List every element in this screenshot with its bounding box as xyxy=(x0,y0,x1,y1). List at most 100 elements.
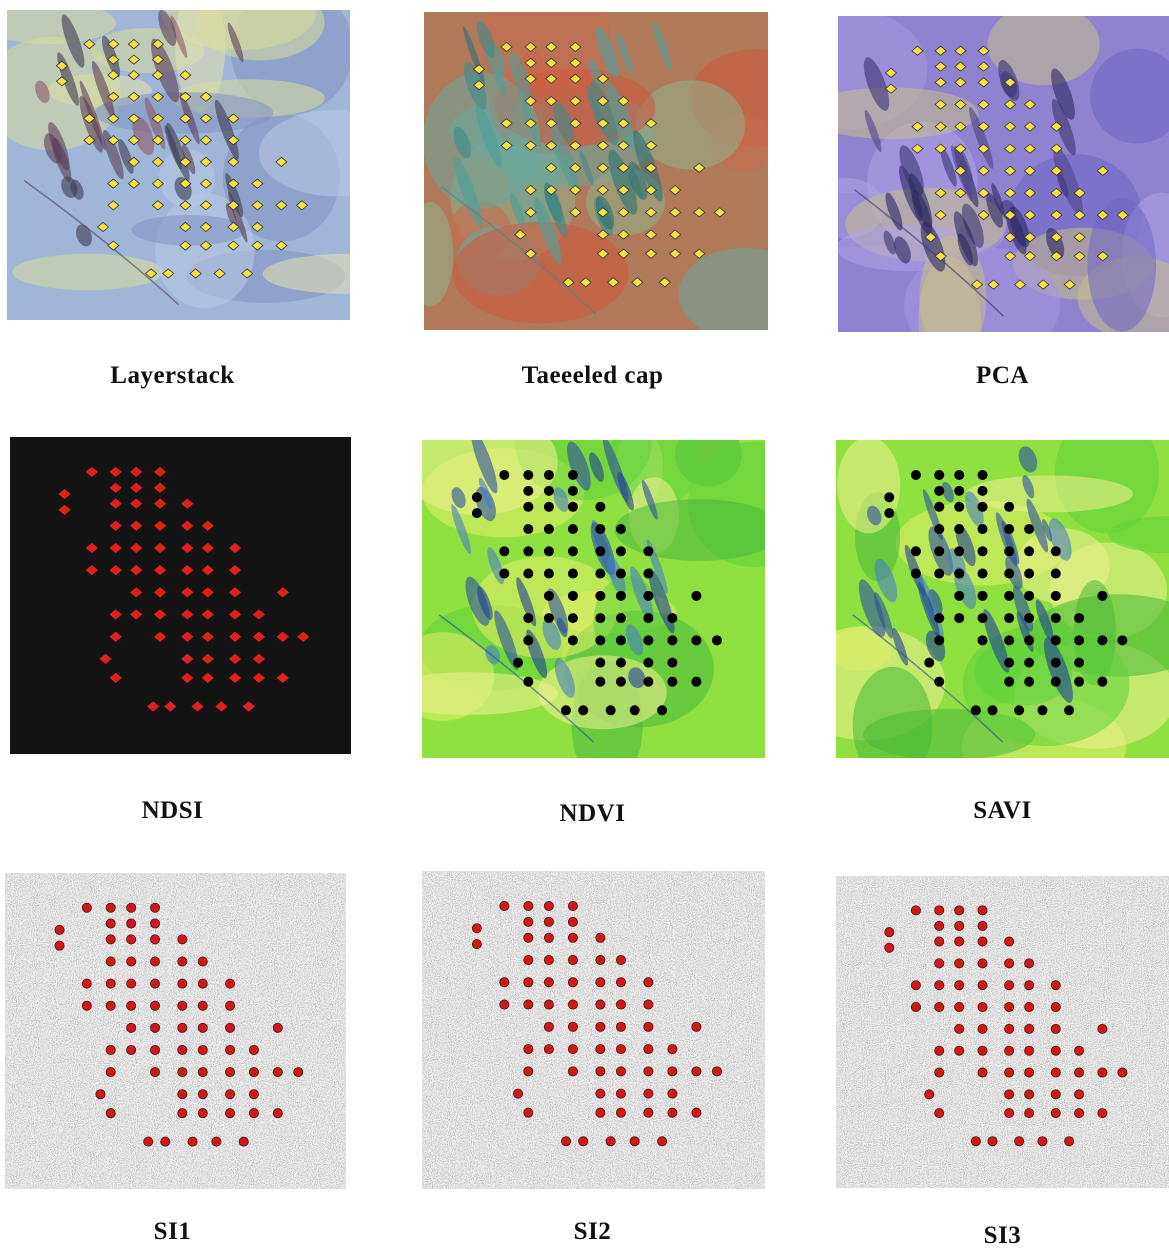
sample-point xyxy=(150,978,161,989)
sample-point xyxy=(199,113,213,124)
sample-point xyxy=(954,121,967,132)
sample-point xyxy=(615,568,626,579)
sample-point xyxy=(545,41,558,53)
sample-point xyxy=(934,905,945,916)
sample-point xyxy=(567,999,578,1010)
sample-point xyxy=(272,1022,283,1033)
sample-point xyxy=(107,240,120,251)
sample-point xyxy=(567,955,578,966)
sample-point xyxy=(150,1044,161,1055)
sample-point xyxy=(130,482,143,493)
sample-point xyxy=(954,905,965,916)
sample-point xyxy=(713,207,726,218)
sample-point xyxy=(1024,980,1035,991)
sample-point xyxy=(643,999,654,1010)
sample-point xyxy=(617,248,630,259)
sample-point xyxy=(500,118,513,129)
sample-point xyxy=(177,1067,188,1078)
sample-point xyxy=(977,187,990,199)
sample-point xyxy=(99,653,112,665)
sample-point xyxy=(954,568,965,579)
sample-point xyxy=(1024,635,1035,646)
sample-point xyxy=(1014,705,1025,716)
sample-point xyxy=(910,568,921,579)
sample-point xyxy=(911,121,924,132)
savi-image xyxy=(836,440,1169,758)
sample-point xyxy=(150,1022,161,1033)
sample-point xyxy=(499,469,510,480)
sample-point xyxy=(667,1107,678,1118)
sample-point xyxy=(107,69,120,81)
sample-point xyxy=(1024,1023,1035,1034)
sample-point xyxy=(595,932,606,943)
sample-point xyxy=(107,178,120,189)
sample-point xyxy=(954,99,967,110)
sample-point xyxy=(228,542,242,554)
sample-point xyxy=(1004,676,1015,687)
sample-point xyxy=(126,1044,137,1055)
sample-point xyxy=(150,918,161,929)
sample-point xyxy=(500,41,513,53)
sample-point xyxy=(105,1000,116,1011)
sample-point xyxy=(934,485,945,496)
sample-point xyxy=(225,1108,236,1119)
sample-point xyxy=(644,248,658,259)
sample-point xyxy=(934,99,947,110)
sample-point xyxy=(667,676,678,687)
sample-point xyxy=(177,934,188,945)
sample-point xyxy=(472,80,486,91)
sample-point xyxy=(1004,635,1015,646)
sample-point xyxy=(199,240,213,251)
sample-point xyxy=(127,113,141,124)
sample-point xyxy=(543,546,554,557)
sample-point xyxy=(201,542,214,554)
sample-point xyxy=(1003,121,1017,132)
sample-point xyxy=(160,1136,171,1147)
sample-point xyxy=(151,69,165,81)
sample-point xyxy=(1024,657,1035,668)
sample-point xyxy=(81,1000,92,1011)
sample-point xyxy=(977,485,988,496)
sample-point xyxy=(150,1067,161,1078)
ndsi-label: NDSI xyxy=(141,797,204,824)
sample-point xyxy=(105,956,116,967)
sample-point xyxy=(657,705,668,716)
pca-svg xyxy=(838,16,1169,332)
sample-point xyxy=(934,501,945,512)
sample-point xyxy=(109,466,122,477)
sample-point xyxy=(499,977,510,988)
sample-point xyxy=(1074,676,1085,687)
sample-point xyxy=(523,1107,534,1118)
sample-point xyxy=(523,613,534,624)
sample-point xyxy=(617,162,630,173)
sample-point xyxy=(164,701,177,712)
sample-point xyxy=(126,918,137,929)
sample-point xyxy=(977,524,988,535)
sample-point xyxy=(1023,143,1037,154)
sample-point xyxy=(130,609,143,620)
sample-point xyxy=(1074,1067,1085,1078)
sample-point xyxy=(177,1089,188,1100)
sample-point xyxy=(1050,635,1061,646)
sample-point xyxy=(543,485,554,496)
sample-point xyxy=(153,565,167,576)
sample-point xyxy=(471,923,482,934)
sample-point xyxy=(1050,676,1061,687)
sample-point xyxy=(1024,1067,1035,1078)
sample-point xyxy=(924,657,935,668)
sample-point xyxy=(954,485,965,496)
sample-point xyxy=(954,61,967,72)
sample-point xyxy=(227,221,240,233)
sample-point xyxy=(107,135,120,146)
sample-point xyxy=(228,587,242,598)
sample-point xyxy=(910,905,921,916)
sample-point xyxy=(514,229,527,240)
sample-point xyxy=(83,38,96,50)
sample-point xyxy=(954,1023,965,1034)
sample-point xyxy=(934,676,945,687)
sample-point xyxy=(596,95,610,107)
sample-point xyxy=(227,156,240,168)
layerstack-svg xyxy=(7,10,350,320)
sample-point xyxy=(954,524,965,535)
sample-point xyxy=(252,653,266,665)
